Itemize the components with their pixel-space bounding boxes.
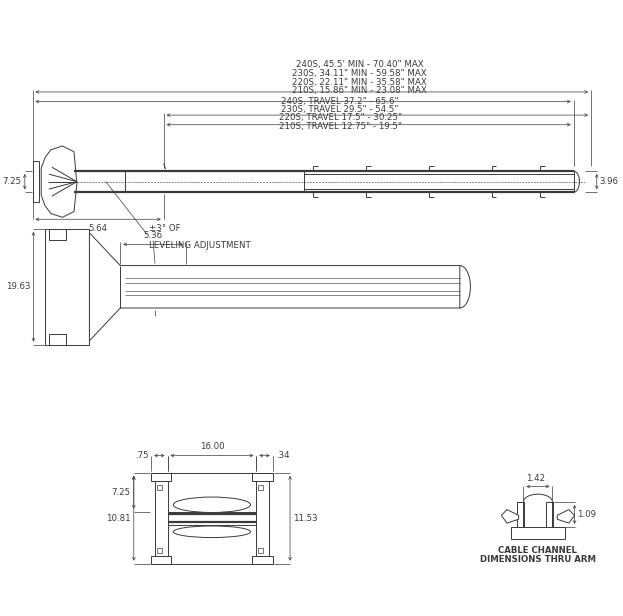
Text: ±3° OF: ±3° OF (150, 224, 181, 233)
Ellipse shape (173, 526, 250, 538)
Bar (49, 229, 66, 240)
Text: 19.63: 19.63 (6, 282, 31, 291)
Text: 7.25: 7.25 (112, 488, 131, 496)
Ellipse shape (173, 497, 250, 513)
Text: .34: .34 (277, 451, 290, 460)
Text: 220S, 22.11" MIN - 35.58" MAX: 220S, 22.11" MIN - 35.58" MAX (292, 78, 427, 87)
Text: 230S, 34.11" MIN - 59.58" MAX: 230S, 34.11" MIN - 59.58" MAX (292, 69, 427, 78)
Text: 210S, TRAVEL 12.75" - 19.5": 210S, TRAVEL 12.75" - 19.5" (278, 122, 402, 131)
Bar (252, 473, 273, 480)
Bar (45, 229, 90, 345)
Text: 11.53: 11.53 (293, 514, 318, 523)
Polygon shape (502, 509, 518, 523)
Bar (258, 548, 263, 553)
Text: 3.96: 3.96 (600, 177, 619, 186)
Text: 5.36: 5.36 (143, 230, 163, 240)
Text: 230S, TRAVEL 29.5" - 54.5": 230S, TRAVEL 29.5" - 54.5" (282, 105, 399, 115)
Text: 240S, TRAVEL 37.2" - 65.6": 240S, TRAVEL 37.2" - 65.6" (282, 97, 399, 106)
Text: 1.09: 1.09 (578, 510, 596, 519)
Text: 210S, 15.86" MIN - 23.08" MAX: 210S, 15.86" MIN - 23.08" MAX (292, 86, 427, 95)
Bar (155, 480, 168, 556)
Polygon shape (41, 146, 77, 217)
Polygon shape (557, 509, 574, 523)
Bar (157, 548, 162, 553)
Text: 240S, 45.5' MIN - 70.40" MAX: 240S, 45.5' MIN - 70.40" MAX (296, 60, 423, 70)
Text: 220S, TRAVEL 17.5" - 30.25": 220S, TRAVEL 17.5" - 30.25" (278, 113, 402, 123)
Text: .75: .75 (135, 451, 148, 460)
Text: 5.64: 5.64 (88, 224, 108, 233)
Text: CABLE CHANNEL: CABLE CHANNEL (498, 546, 578, 555)
Bar (151, 556, 171, 564)
Bar (252, 556, 273, 564)
Bar (157, 485, 162, 490)
Bar (546, 502, 553, 527)
Bar (511, 527, 565, 538)
Bar (151, 473, 171, 480)
Text: 10.81: 10.81 (107, 514, 131, 523)
Bar (168, 511, 256, 525)
Polygon shape (90, 233, 460, 341)
Bar (516, 502, 525, 527)
Text: DIMENSIONS THRU ARM: DIMENSIONS THRU ARM (480, 555, 596, 564)
Bar (32, 161, 39, 202)
Bar (49, 334, 66, 345)
Text: 16.00: 16.00 (199, 442, 224, 451)
Text: 1.42: 1.42 (526, 474, 546, 482)
Bar (256, 480, 269, 556)
Text: LEVELING ADJUSTMENT: LEVELING ADJUSTMENT (150, 241, 251, 251)
Bar (125, 171, 574, 192)
Text: 7.25: 7.25 (2, 177, 22, 186)
Bar (258, 485, 263, 490)
